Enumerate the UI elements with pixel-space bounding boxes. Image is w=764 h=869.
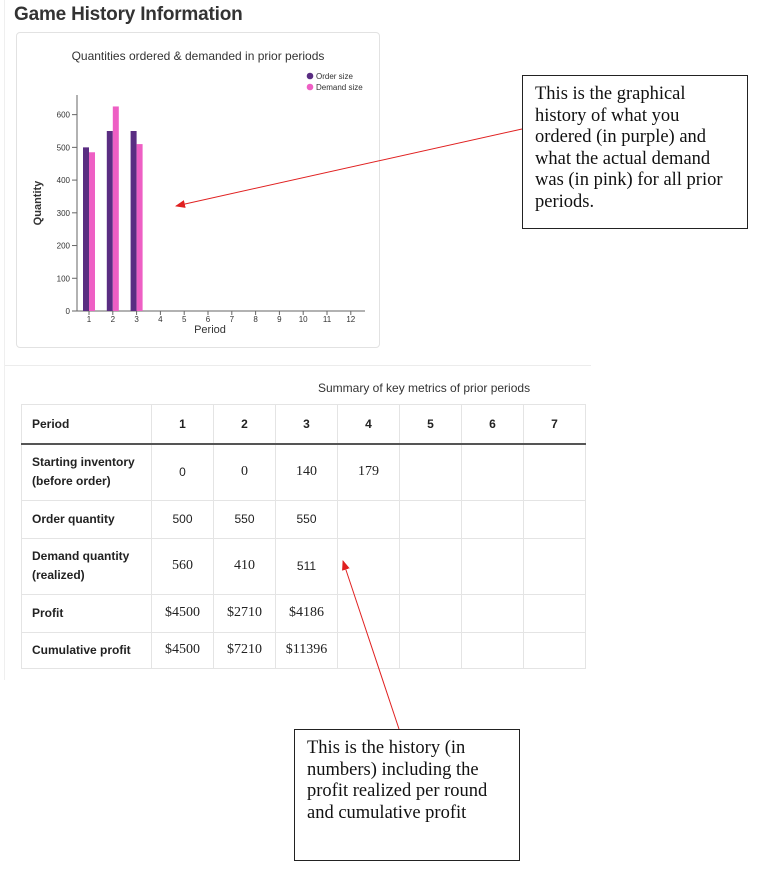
legend-label-order: Order size — [316, 72, 353, 81]
row-label: Demand quantity (realized) — [21, 537, 152, 595]
y-tick-label: 500 — [57, 143, 71, 152]
table-cell — [399, 499, 462, 539]
x-tick-label: 2 — [111, 315, 116, 324]
x-tick-label: 5 — [182, 315, 187, 324]
column-header-period-5: 5 — [399, 404, 462, 445]
table-callout-box: This is the history (in numbers) includi… — [294, 729, 520, 861]
table-caption: Summary of key metrics of prior periods — [318, 381, 531, 395]
bar-demand-period-2 — [112, 106, 119, 311]
table-cell: $4500 — [151, 593, 214, 633]
x-tick-label: 4 — [158, 315, 163, 324]
chart-card: Quantities ordered & demanded in prior p… — [16, 32, 380, 348]
table-cell — [461, 537, 524, 595]
y-axis-label: Quantity — [32, 180, 44, 225]
table-body: Starting inventory (before order) 0 0 140 17… — [21, 443, 586, 669]
table-cell — [399, 537, 462, 595]
table-header-row: Period 1 2 3 4 5 6 7 — [21, 404, 586, 445]
column-header-period-2: 2 — [213, 404, 276, 445]
table-row: Cumulative profit $4500 $7210 $11396 — [21, 631, 586, 669]
table-row: Starting inventory (before order) 0 0 140 17… — [21, 443, 586, 501]
column-header-period-3: 3 — [275, 404, 338, 445]
bar-order-period-1 — [83, 147, 89, 311]
y-tick-label: 0 — [66, 307, 71, 316]
table-cell — [337, 593, 400, 633]
column-header-period-6: 6 — [461, 404, 524, 445]
row-label: Order quantity — [21, 499, 152, 539]
table-cell: $11396 — [275, 631, 338, 669]
summary-table: Period 1 2 3 4 5 6 7 Starting inventory (before… — [21, 404, 586, 669]
column-header-period: Period — [21, 404, 152, 445]
chart-callout-box: This is the graphical history of what yo… — [522, 75, 748, 229]
legend-swatch-order — [306, 72, 314, 80]
x-tick-label: 12 — [346, 315, 355, 324]
x-tick-label: 3 — [134, 315, 139, 324]
table-cell: $4186 — [275, 593, 338, 633]
table-row: Demand quantity (realized) 560 410 511 — [21, 537, 586, 595]
x-tick-label: 10 — [299, 315, 308, 324]
table-cell: 0 — [151, 443, 214, 501]
table-cell — [523, 443, 586, 501]
table-cell — [337, 499, 400, 539]
table-cell: 179 — [337, 443, 400, 501]
y-tick-label: 300 — [57, 209, 71, 218]
table-cell — [523, 631, 586, 669]
legend-label-demand: Demand size — [316, 83, 363, 92]
row-label: Starting inventory (before order) — [21, 443, 152, 501]
table-cell — [523, 537, 586, 595]
table-cell: 140 — [275, 443, 338, 501]
table-cell — [461, 499, 524, 539]
table-callout-text: This is the history (in numbers) includi… — [307, 738, 488, 823]
table-cell: 511 — [275, 537, 338, 595]
bar-order-period-3 — [130, 131, 137, 311]
table-cell: 410 — [213, 537, 276, 595]
table-cell — [461, 631, 524, 669]
y-tick-label: 200 — [57, 242, 71, 251]
x-axis-label: Period — [194, 324, 226, 336]
column-header-period-4: 4 — [337, 404, 400, 445]
table-cell — [399, 443, 462, 501]
table-cell — [337, 631, 400, 669]
x-tick-label: 7 — [230, 315, 235, 324]
x-tick-label: 11 — [323, 315, 332, 324]
chart-callout-text: This is the graphical history of what yo… — [535, 84, 723, 212]
table-cell: 500 — [151, 499, 214, 539]
table-cell — [399, 593, 462, 633]
row-label: Profit — [21, 593, 152, 633]
table-cell — [337, 537, 400, 595]
x-tick-label: 6 — [206, 315, 211, 324]
y-tick-label: 600 — [57, 111, 71, 120]
column-header-period-1: 1 — [151, 404, 214, 445]
table-row: Profit $4500 $2710 $4186 — [21, 593, 586, 633]
table-cell — [461, 593, 524, 633]
table-cell: 550 — [275, 499, 338, 539]
bar-demand-period-1 — [89, 152, 95, 311]
table-cell: $4500 — [151, 631, 214, 669]
x-tick-label: 1 — [87, 315, 92, 324]
summary-table-panel — [5, 365, 591, 681]
row-label: Cumulative profit — [21, 631, 152, 669]
x-tick-label: 9 — [277, 315, 282, 324]
table-cell — [399, 631, 462, 669]
table-cell: $2710 — [213, 593, 276, 633]
column-header-period-7: 7 — [523, 404, 586, 445]
table-row: Order quantity 500 550 550 — [21, 499, 586, 539]
bar-order-period-2 — [106, 131, 113, 311]
y-tick-label: 100 — [57, 274, 71, 283]
chart-title: Quantities ordered & demanded in prior p… — [72, 49, 325, 63]
y-tick-label: 400 — [57, 176, 71, 185]
left-divider — [4, 0, 5, 680]
table-cell: 0 — [213, 443, 276, 501]
page-title: Game History Information — [14, 4, 243, 25]
table-cell: 550 — [213, 499, 276, 539]
table-cell — [461, 443, 524, 501]
table-cell — [523, 593, 586, 633]
bar-demand-period-3 — [136, 144, 143, 311]
table-cell — [523, 499, 586, 539]
x-tick-label: 8 — [253, 315, 258, 324]
table-cell: 560 — [151, 537, 214, 595]
quantity-bar-chart: Quantities ordered & demanded in prior p… — [32, 49, 365, 336]
legend-swatch-demand — [306, 83, 314, 91]
table-cell: $7210 — [213, 631, 276, 669]
